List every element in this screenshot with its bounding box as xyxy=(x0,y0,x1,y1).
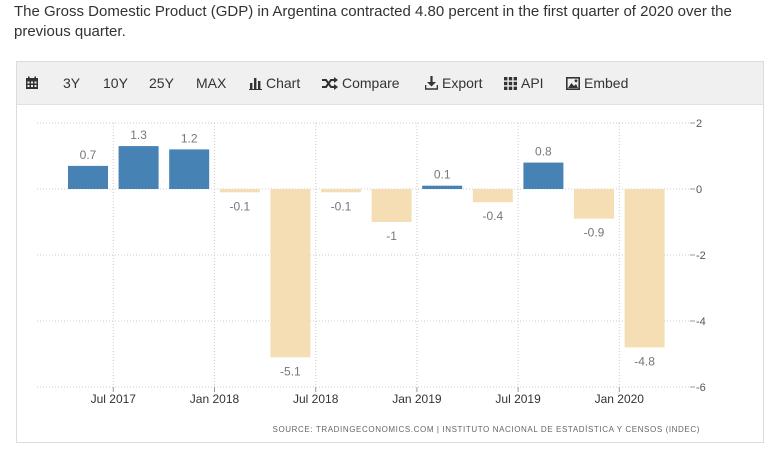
source-note: SOURCE: TRADINGECONOMICS.COM | INSTITUTO… xyxy=(273,425,700,434)
y-tick-label: 2 xyxy=(696,118,702,130)
bar xyxy=(624,189,665,348)
y-tick-label: -6 xyxy=(696,382,706,394)
embed-button[interactable]: Embed xyxy=(566,62,628,104)
y-tick-label: 0 xyxy=(696,184,702,196)
y-tick-label: -2 xyxy=(696,250,706,262)
range-max-button[interactable]: MAX xyxy=(196,75,227,91)
data-label: 0.7 xyxy=(80,148,97,162)
range-3y-button[interactable]: 3Y xyxy=(63,75,81,91)
y-tick-label: -4 xyxy=(696,316,706,328)
grid-icon xyxy=(504,77,517,90)
chart-type-label: Chart xyxy=(266,75,301,91)
data-label: -1 xyxy=(386,229,397,243)
chart-type-button[interactable]: Chart xyxy=(249,62,300,104)
headline: The Gross Domestic Product (GDP) in Arge… xyxy=(14,3,732,40)
image-icon xyxy=(566,77,580,90)
api-button[interactable]: API xyxy=(504,62,544,104)
data-label: -0.1 xyxy=(331,199,352,213)
chart-toolbar: 3Y 10Y 25Y MAX Chart Compare Export API … xyxy=(17,62,763,105)
data-label: -0.1 xyxy=(229,199,250,213)
calendar-icon[interactable] xyxy=(25,62,43,104)
data-label: -5.1 xyxy=(280,364,301,378)
data-label: 1.2 xyxy=(181,131,198,145)
bar xyxy=(574,189,614,219)
range-10y-button[interactable]: 10Y xyxy=(103,75,128,91)
data-label: -0.4 xyxy=(482,209,503,223)
x-tick-label: Jan 2018 xyxy=(190,392,240,406)
bar xyxy=(219,189,260,193)
shuffle-icon xyxy=(322,77,338,90)
bar xyxy=(472,189,513,203)
data-label: 1.3 xyxy=(130,128,147,142)
export-button[interactable]: Export xyxy=(424,62,483,104)
compare-label: Compare xyxy=(342,75,400,91)
download-icon xyxy=(424,76,439,90)
bar xyxy=(523,162,564,189)
bar xyxy=(371,189,412,222)
x-tick-label: Jan 2019 xyxy=(392,392,442,406)
api-label: API xyxy=(521,75,544,91)
x-tick-label: Jul 2019 xyxy=(495,392,541,406)
bar xyxy=(270,189,311,358)
data-label: 0.8 xyxy=(535,145,552,159)
bar-chart-icon xyxy=(249,78,262,90)
x-tick-label: Jul 2018 xyxy=(293,392,339,406)
range-25y-button[interactable]: 25Y xyxy=(149,75,174,91)
x-tick-label: Jan 2020 xyxy=(595,392,645,406)
embed-label: Embed xyxy=(584,75,629,91)
x-tick-label: Jul 2017 xyxy=(91,392,137,406)
data-label: 0.1 xyxy=(434,168,451,182)
bar xyxy=(169,149,210,189)
bar xyxy=(422,185,463,189)
export-label: Export xyxy=(442,75,483,91)
bar xyxy=(68,165,108,189)
compare-button[interactable]: Compare xyxy=(322,62,400,104)
data-label: -0.9 xyxy=(584,226,605,240)
bar xyxy=(118,146,159,189)
data-label: -4.8 xyxy=(634,354,655,368)
bar xyxy=(321,189,361,193)
